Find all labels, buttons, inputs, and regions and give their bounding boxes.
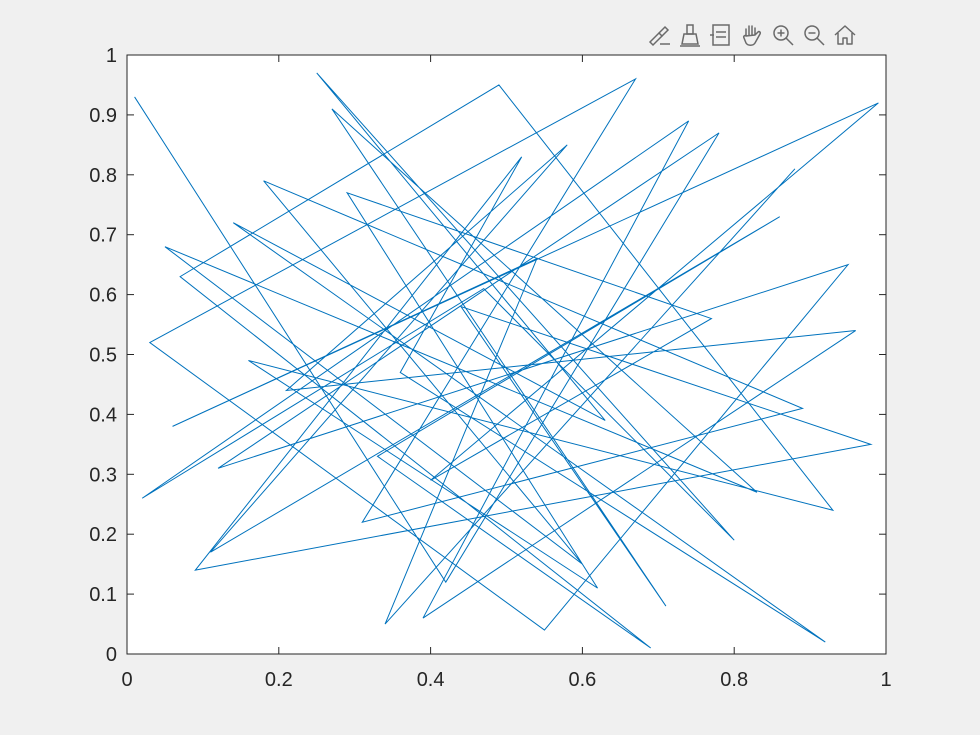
y-tick-label: 0 <box>106 644 117 666</box>
y-tick-label: 0.6 <box>89 285 117 307</box>
y-tick-label: 0.2 <box>89 524 117 546</box>
zoom-out-icon <box>804 25 825 46</box>
y-tick-label: 1 <box>106 45 117 67</box>
x-tick-label: 0.6 <box>568 669 596 691</box>
x-tick-label: 1 <box>880 669 891 691</box>
y-tick-label: 0.3 <box>89 464 117 486</box>
pan-button[interactable] <box>737 20 767 50</box>
brush-button[interactable] <box>644 20 674 50</box>
legend-button[interactable] <box>706 20 736 50</box>
y-tick-label: 0.9 <box>89 105 117 127</box>
series-line-0 <box>134 72 879 649</box>
y-tick-label: 0.4 <box>89 404 117 426</box>
data-tips-button[interactable] <box>675 20 705 50</box>
brush-icon <box>648 25 670 47</box>
zoom-out-button[interactable] <box>799 20 829 50</box>
axes-background <box>127 55 886 654</box>
x-tick-label: 0.8 <box>720 669 748 691</box>
x-axis: 0 0.2 0.4 0.6 0.8 1 <box>121 55 892 691</box>
y-axis: 0 0.1 0.2 0.3 0.4 0.5 0.6 0.7 0.8 0.9 1 <box>89 45 886 666</box>
series-layer <box>134 72 879 649</box>
home-icon <box>834 25 856 45</box>
zoom-in-button[interactable] <box>768 20 798 50</box>
y-tick-label: 0.8 <box>89 165 117 187</box>
home-button[interactable] <box>830 20 860 50</box>
y-tick-label: 0.1 <box>89 584 117 606</box>
legend-icon <box>710 24 730 46</box>
pan-hand-icon <box>743 25 761 46</box>
y-tick-label: 0.5 <box>89 345 117 367</box>
data-tips-icon <box>680 24 700 47</box>
x-tick-label: 0.2 <box>265 669 293 691</box>
x-tick-label: 0 <box>121 669 132 691</box>
x-tick-label: 0.4 <box>417 669 445 691</box>
y-tick-label: 0.7 <box>89 225 117 247</box>
zoom-in-icon <box>773 25 794 46</box>
axes-toolbar <box>644 20 860 50</box>
